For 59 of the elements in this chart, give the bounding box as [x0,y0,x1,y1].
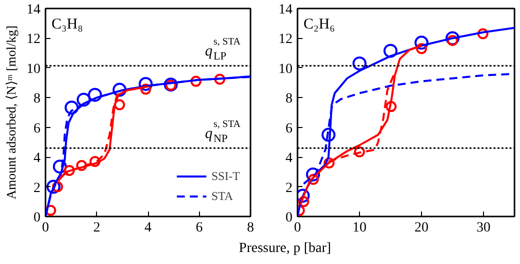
point [352,56,366,70]
y-tick-label: 6 [286,121,292,136]
point [76,92,91,107]
point [322,128,336,142]
y-tick-label: 6 [34,121,40,136]
point [46,180,60,194]
y-tick-label: 2 [34,180,40,196]
point [112,82,127,97]
x-tick-label: 10 [352,220,366,236]
x-tick-label: 6 [196,220,203,236]
point [52,160,67,174]
legend-label: STA [211,188,234,204]
point [384,44,398,58]
y-tick-label: 10 [26,62,40,77]
point [138,76,153,91]
y-tick-label: 12 [26,32,40,48]
point [306,167,320,182]
point [386,101,397,112]
x-tick-label: 8 [247,220,254,236]
y-tick-label: 8 [34,92,40,107]
point [298,196,310,208]
x-axis-title: Pressure, p [bar] [238,240,332,258]
point [52,181,64,192]
point [190,76,202,87]
y-tick-label: 8 [286,92,292,107]
y-tick-label: 0 [286,210,292,226]
point [414,36,428,50]
point [416,43,427,54]
y-tick-label: 4 [286,151,292,166]
y-tick-label: 0 [34,210,40,226]
x-tick-label: 20 [414,220,428,236]
x-tick-label: 2 [93,220,100,236]
point [64,164,75,176]
x-tick-label: 4 [144,220,152,236]
y-axis-title: Amount adsorbed, ⟨N⟩ᵐ [mol/kg] [4,26,18,200]
point [114,99,126,110]
point [46,204,56,216]
y-tick-label: 12 [278,32,292,48]
y-tick-label: 4 [34,151,40,166]
y-tick-label: 10 [278,62,292,77]
point [88,88,102,102]
point [89,156,100,168]
point [214,74,226,85]
y-tick-label: 14 [26,2,40,18]
point [477,28,488,40]
point [447,34,458,46]
legend-label: SSI-T [211,168,240,184]
x-tick-label: 30 [476,220,490,236]
point [324,158,335,169]
y-tick-label: 2 [286,180,292,196]
point [298,188,310,203]
point [308,174,319,185]
text: C₃H₈ [52,16,83,32]
text: C₂H₆ [304,16,335,32]
point [354,146,365,158]
point [76,160,88,172]
point [446,31,460,46]
y-tick-label: 14 [278,2,292,18]
point [64,100,79,115]
